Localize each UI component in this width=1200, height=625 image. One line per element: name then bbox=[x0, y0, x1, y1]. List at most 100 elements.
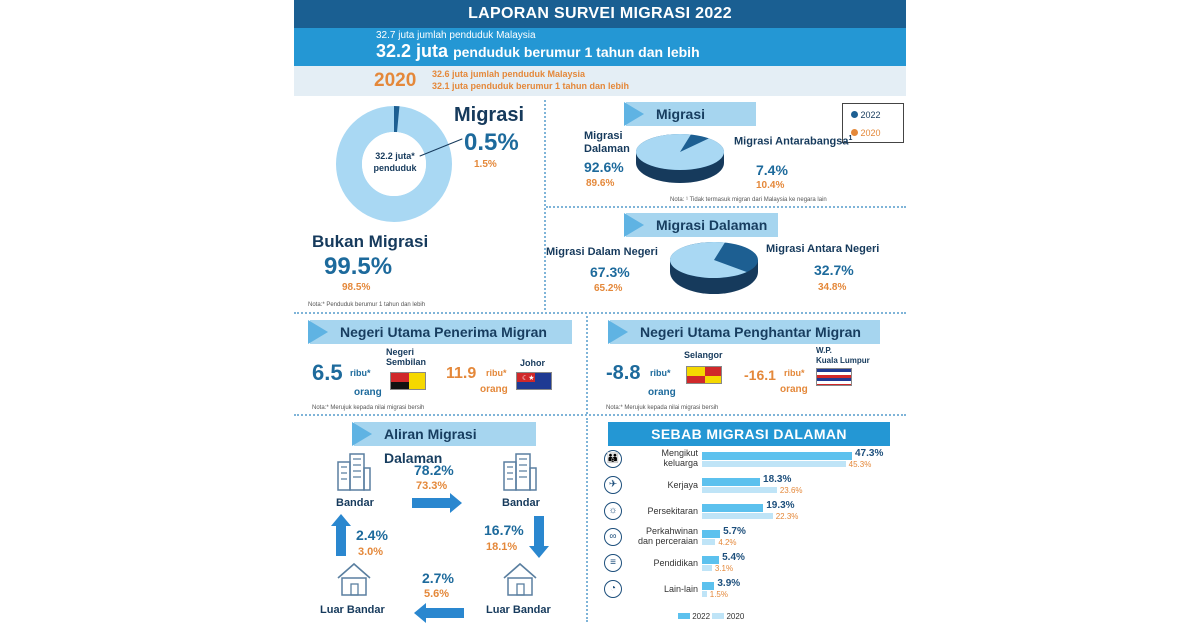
migrasi-dalaman-2020: 89.6% bbox=[586, 178, 615, 189]
sebab-value-2020: 3.1% bbox=[714, 564, 734, 573]
donut-hole bbox=[362, 132, 426, 196]
sebab-row-label: Perkahwinan dan perceraian bbox=[637, 526, 698, 546]
year-2020-label: 2020 bbox=[374, 70, 417, 91]
sebab-value-2022: 18.3% bbox=[763, 474, 792, 485]
migrasi-pie-antarabangsa-slice bbox=[636, 134, 724, 170]
migrasi-note: Nota: ¹ Tidak termasuk migran dari Malay… bbox=[670, 197, 827, 203]
penghantar-b-orang: orang bbox=[780, 384, 808, 395]
bandar-dest-building-icon bbox=[503, 453, 537, 491]
penerima-a-unit: ribu* bbox=[350, 368, 371, 378]
population-1plus-2020: 32.1 juta penduduk berumur 1 tahun dan l… bbox=[432, 81, 630, 91]
penerima-a-state: Negeri Sembilan bbox=[386, 347, 427, 367]
luar-bandar-to-bandar-2020: 3.0% bbox=[358, 546, 384, 558]
migrasi-title: Migrasi bbox=[454, 104, 525, 126]
sebab-value-2020: 23.6% bbox=[779, 486, 803, 495]
migrasi-dalaman-2022: 92.6% bbox=[584, 159, 624, 175]
bandar-to-bandar-2022: 78.2% bbox=[414, 462, 454, 478]
legend-2022: 2022 bbox=[851, 110, 881, 120]
penerima-b-orang: orang bbox=[480, 384, 508, 395]
sebab-value-2022: 5.7% bbox=[723, 526, 746, 537]
sebab-bar-2022 bbox=[702, 504, 764, 512]
sebab-value-2020: 4.2% bbox=[718, 538, 737, 547]
sebab-value-2022: 19.3% bbox=[766, 500, 795, 511]
divider bbox=[546, 206, 906, 208]
sebab-bar-2020 bbox=[702, 539, 716, 545]
other-icon: ◔ bbox=[604, 580, 622, 598]
penghantar-b-state: W.P. Kuala Lumpur bbox=[816, 346, 870, 365]
luar-bandar-to-luar-bandar-2022: 2.7% bbox=[422, 570, 454, 586]
sebab-legend-2022-swatch bbox=[678, 613, 690, 619]
family-icon: 👪 bbox=[604, 450, 622, 468]
population-total-2022: 32.7 juta jumlah penduduk Malaysia bbox=[376, 30, 536, 41]
bandar-to-bandar-arrow-icon bbox=[412, 493, 462, 513]
luar-bandar-to-bandar-2022: 2.4% bbox=[356, 527, 388, 543]
migrasi-dalaman-section-title: Migrasi Dalaman bbox=[624, 213, 778, 237]
penerima-a-value: 6.5 bbox=[312, 360, 343, 385]
aliran-section-title: Aliran Migrasi Dalaman bbox=[352, 422, 536, 466]
antara-negeri-label: Migrasi Antara Negeri bbox=[766, 243, 880, 255]
johor-flag-icon: ☾★ bbox=[516, 372, 552, 390]
migrasi-antarabangsa-label: Migrasi Antarabangsa1 bbox=[734, 135, 853, 148]
sebab-bar-2020 bbox=[702, 461, 846, 467]
population-total-2020: 32.6 juta jumlah penduduk Malaysia bbox=[432, 69, 586, 79]
penghantar-section-title: Negeri Utama Penghantar Migran bbox=[608, 320, 880, 344]
report-title: LAPORAN SURVEI MIGRASI 2022 bbox=[294, 0, 906, 28]
sebab-legend-2022: 2022 bbox=[690, 612, 713, 621]
antara-negeri-2020: 34.8% bbox=[818, 282, 847, 293]
penghantar-b-unit: ribu* bbox=[784, 368, 805, 378]
migrasi-2022-value: 0.5% bbox=[464, 129, 519, 156]
books-icon: ≡ bbox=[604, 554, 622, 572]
sebab-row-label: Kerjaya bbox=[667, 480, 698, 490]
penerima-section-title: Negeri Utama Penerima Migran bbox=[308, 320, 572, 344]
dalam-negeri-2022: 67.3% bbox=[590, 264, 630, 280]
worker-icon: ✈ bbox=[604, 476, 622, 494]
legend-2020: 2020 bbox=[851, 128, 881, 138]
sebab-value-2020: 45.3% bbox=[848, 460, 872, 469]
sebab-value-2020: 22.3% bbox=[775, 512, 799, 521]
wp-kuala-lumpur-flag-icon bbox=[816, 368, 852, 386]
donut-note: Nota:* Penduduk berumur 1 tahun dan lebi… bbox=[308, 302, 426, 308]
migrasi-antarabangsa-2020: 10.4% bbox=[756, 180, 785, 191]
sebab-bar-chart: 👪 Mengikut keluarga 47.3% 45.3% ✈ Kerjaya 18.3%… bbox=[600, 446, 906, 625]
sebab-value-2022: 5.4% bbox=[722, 552, 745, 563]
sebab-legend: 2022 2020 bbox=[678, 612, 744, 621]
environment-icon: ☼ bbox=[604, 502, 622, 520]
luar-bandar-house-icon bbox=[337, 562, 371, 596]
luar-bandar-dest-label: Luar Bandar bbox=[486, 604, 551, 616]
selangor-flag-icon bbox=[686, 366, 722, 384]
penghantar-b-value: -16.1 bbox=[744, 367, 776, 383]
sebab-value-2022: 47.3% bbox=[855, 448, 884, 459]
legend-2020-dot bbox=[851, 129, 858, 136]
migrasi-dalaman-label: Migrasi Dalaman bbox=[584, 130, 630, 155]
donut-center-label: 32.2 juta* penduduk bbox=[373, 151, 417, 173]
sebab-value-2020: 1.5% bbox=[709, 590, 728, 599]
penerima-b-unit: ribu* bbox=[486, 368, 507, 378]
dalam-negeri-2020: 65.2% bbox=[594, 283, 623, 294]
sebab-row-label: Lain-lain bbox=[663, 584, 698, 594]
migration-donut-chart bbox=[336, 106, 452, 222]
sebab-bar-2020 bbox=[702, 487, 777, 493]
sebab-bar-2020 bbox=[702, 591, 707, 597]
migrasi-pie-chart bbox=[636, 134, 724, 183]
penerima-b-state: Johor bbox=[520, 358, 546, 368]
sebab-bar-2020 bbox=[702, 565, 712, 571]
bandar-building-icon bbox=[337, 453, 371, 491]
sebab-bar-2022 bbox=[702, 556, 720, 564]
sebab-bar-2022 bbox=[702, 582, 715, 590]
sebab-bar-2022 bbox=[702, 478, 761, 486]
migrasi-dalaman-pie-chart bbox=[670, 242, 758, 294]
penghantar-note: Nota:* Merujuk kepada nilai migrasi bers… bbox=[606, 405, 719, 411]
penerima-b-value: 11.9 bbox=[446, 365, 477, 382]
bandar-to-bandar-2020: 73.3% bbox=[416, 480, 448, 492]
year-legend: 2022 2020 bbox=[842, 103, 904, 143]
sebab-row-label: Persekitaran bbox=[647, 506, 698, 516]
sebab-bar-2022 bbox=[702, 452, 852, 460]
sebab-legend-2020-swatch bbox=[712, 613, 725, 619]
sebab-row-label: Mengikut keluarga bbox=[661, 448, 698, 468]
migrasi-section-title: Migrasi bbox=[624, 102, 756, 126]
sebab-row-label: Pendidikan bbox=[653, 558, 698, 568]
bandar-to-luar-bandar-arrow-icon bbox=[529, 516, 549, 558]
antara-negeri-2022: 32.7% bbox=[814, 262, 854, 278]
penghantar-a-unit: ribu* bbox=[650, 368, 671, 378]
bandar-dest-label: Bandar bbox=[502, 497, 540, 509]
